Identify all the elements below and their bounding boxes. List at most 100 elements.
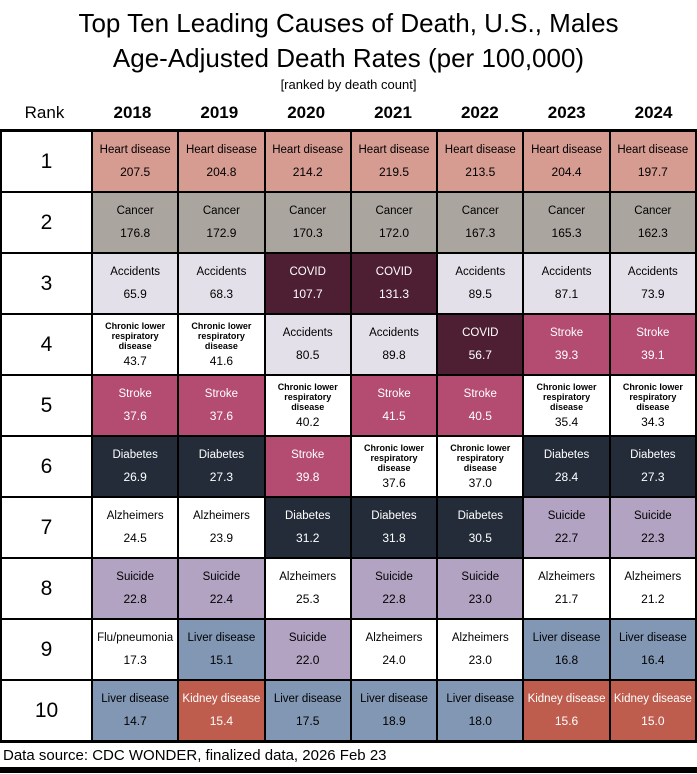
cause-name: Liver disease bbox=[446, 692, 515, 705]
cause-name: Chronic lower respiratory disease bbox=[622, 381, 683, 412]
cause-cell: Cancer 172.0 bbox=[351, 193, 437, 252]
cause-name: Suicide bbox=[202, 570, 241, 583]
cause-cell: Accidents 89.5 bbox=[438, 254, 523, 313]
cause-cell: Liver disease 16.4 bbox=[610, 620, 695, 679]
cause-name: Kidney disease bbox=[527, 692, 606, 705]
death-rate-value: 28.4 bbox=[554, 470, 579, 485]
death-rate-value: 39.3 bbox=[554, 348, 579, 363]
death-rate-value: 107.7 bbox=[292, 287, 323, 302]
title-line-1: Top Ten Leading Causes of Death, U.S., M… bbox=[78, 8, 619, 38]
cause-name: Cancer bbox=[289, 204, 327, 217]
cause-cell: Cancer 172.9 bbox=[179, 193, 264, 252]
cause-name: Heart disease bbox=[99, 143, 171, 156]
rank-cell: 2 bbox=[2, 193, 91, 252]
death-rate-value: 17.3 bbox=[123, 653, 147, 668]
title-line-2: Age-Adjusted Death Rates (per 100,000) bbox=[112, 43, 585, 73]
cause-name: Accidents bbox=[541, 265, 592, 278]
cause-cell: Diabetes 30.5 bbox=[438, 498, 523, 557]
year-header-row: Rank 2018 2019 2020 2021 2022 2023 2024 bbox=[0, 96, 697, 129]
cause-cell: Heart disease 214.2 bbox=[265, 132, 350, 191]
cause-name: Suicide bbox=[288, 631, 327, 644]
cause-name: Chronic lower respiratory disease bbox=[105, 320, 166, 351]
death-rate-value: 68.3 bbox=[209, 287, 234, 302]
rank-column-header: Rank bbox=[24, 102, 65, 122]
cause-cell: Heart disease 197.7 bbox=[610, 132, 695, 191]
year-header: 2021 bbox=[374, 102, 412, 122]
cause-cell: Suicide 23.0 bbox=[438, 559, 523, 618]
death-rate-value: 25.3 bbox=[296, 592, 320, 607]
death-rate-value: 18.0 bbox=[468, 714, 492, 729]
cause-name: Diabetes bbox=[457, 509, 503, 522]
cause-cell: Cancer 176.8 bbox=[93, 193, 178, 252]
cause-name: Chronic lower respiratory disease bbox=[277, 381, 338, 412]
death-rate-value: 15.1 bbox=[209, 653, 234, 668]
death-rate-value: 18.9 bbox=[382, 714, 406, 729]
cause-name: Liver disease bbox=[360, 692, 428, 705]
cause-cell: Diabetes 31.8 bbox=[351, 498, 437, 557]
cause-name: Heart disease bbox=[185, 143, 257, 156]
death-rate-value: 37.6 bbox=[382, 476, 406, 491]
cause-cell: Liver disease 16.8 bbox=[524, 620, 609, 679]
cause-name: Chronic lower respiratory disease bbox=[450, 442, 511, 473]
cause-cell: Suicide 22.0 bbox=[265, 620, 350, 679]
cause-cell: Chronic lower respiratory disease 37.0 bbox=[438, 437, 523, 496]
cause-name: Liver disease bbox=[618, 631, 687, 644]
death-rate-value: 22.7 bbox=[554, 531, 579, 546]
death-rate-value: 31.8 bbox=[382, 531, 406, 546]
cause-cell: Suicide 22.8 bbox=[93, 559, 178, 618]
cause-name: Heart disease bbox=[617, 143, 689, 156]
rank-cell: 1 bbox=[2, 132, 91, 191]
death-rate-value: 80.5 bbox=[296, 348, 320, 363]
cause-name: Cancer bbox=[116, 204, 154, 217]
cause-name: Suicide bbox=[461, 570, 500, 583]
cause-name: Diabetes bbox=[371, 509, 417, 522]
cause-name: Alzheimers bbox=[624, 570, 682, 583]
year-header: 2022 bbox=[460, 102, 499, 122]
cause-name: Cancer bbox=[375, 204, 413, 217]
cause-cell: Accidents 89.8 bbox=[351, 315, 437, 374]
cause-cell: Kidney disease 15.0 bbox=[610, 681, 695, 740]
bottom-border-bar bbox=[0, 767, 697, 773]
cause-name: Diabetes bbox=[198, 448, 245, 461]
data-source-note: Data source: CDC WONDER, finalized data,… bbox=[3, 747, 387, 764]
cause-name: Diabetes bbox=[112, 448, 158, 461]
cause-cell: Stroke 37.6 bbox=[93, 376, 178, 435]
cause-cell: Liver disease 14.7 bbox=[93, 681, 178, 740]
death-rate-value: 15.0 bbox=[641, 714, 665, 729]
death-rate-value: 89.5 bbox=[468, 287, 492, 302]
death-rate-value: 41.5 bbox=[382, 409, 406, 424]
death-rate-value: 24.0 bbox=[382, 653, 406, 668]
cause-name: Heart disease bbox=[444, 143, 516, 156]
cause-cell: Kidney disease 15.4 bbox=[179, 681, 264, 740]
death-rate-value: 22.8 bbox=[123, 592, 147, 607]
cause-cell: COVID 131.3 bbox=[351, 254, 437, 313]
cause-name: Liver disease bbox=[187, 631, 256, 644]
cause-name: Accidents bbox=[627, 265, 678, 278]
cause-cell: Suicide 22.3 bbox=[610, 498, 695, 557]
cause-name: Suicide bbox=[116, 570, 154, 583]
death-rate-value: 40.5 bbox=[468, 409, 492, 424]
cause-name: Alzheimers bbox=[279, 570, 337, 583]
cause-name: Suicide bbox=[633, 509, 672, 522]
death-rate-value: 39.8 bbox=[296, 470, 320, 485]
cause-name: COVID bbox=[375, 265, 413, 278]
cause-cell: Alzheimers 25.3 bbox=[265, 559, 350, 618]
cause-name: Stroke bbox=[636, 326, 670, 339]
cause-cell: Diabetes 31.2 bbox=[265, 498, 350, 557]
cause-name: Accidents bbox=[282, 326, 333, 339]
cause-cell: Suicide 22.7 bbox=[524, 498, 609, 557]
death-rate-value: 27.3 bbox=[209, 470, 234, 485]
cause-name: Cancer bbox=[634, 204, 672, 217]
death-rate-value: 22.0 bbox=[296, 653, 320, 668]
cause-name: Chronic lower respiratory disease bbox=[191, 320, 252, 351]
death-rate-value: 31.2 bbox=[296, 531, 320, 546]
death-rate-value: 27.3 bbox=[641, 470, 665, 485]
cause-cell: Liver disease 18.0 bbox=[438, 681, 523, 740]
cause-name: Accidents bbox=[455, 265, 506, 278]
death-rate-value: 172.0 bbox=[378, 226, 409, 241]
cause-cell: Alzheimers 23.0 bbox=[438, 620, 523, 679]
cause-name: Stroke bbox=[549, 326, 584, 339]
death-rate-value: 22.4 bbox=[209, 592, 234, 607]
cause-cell: Accidents 80.5 bbox=[265, 315, 350, 374]
